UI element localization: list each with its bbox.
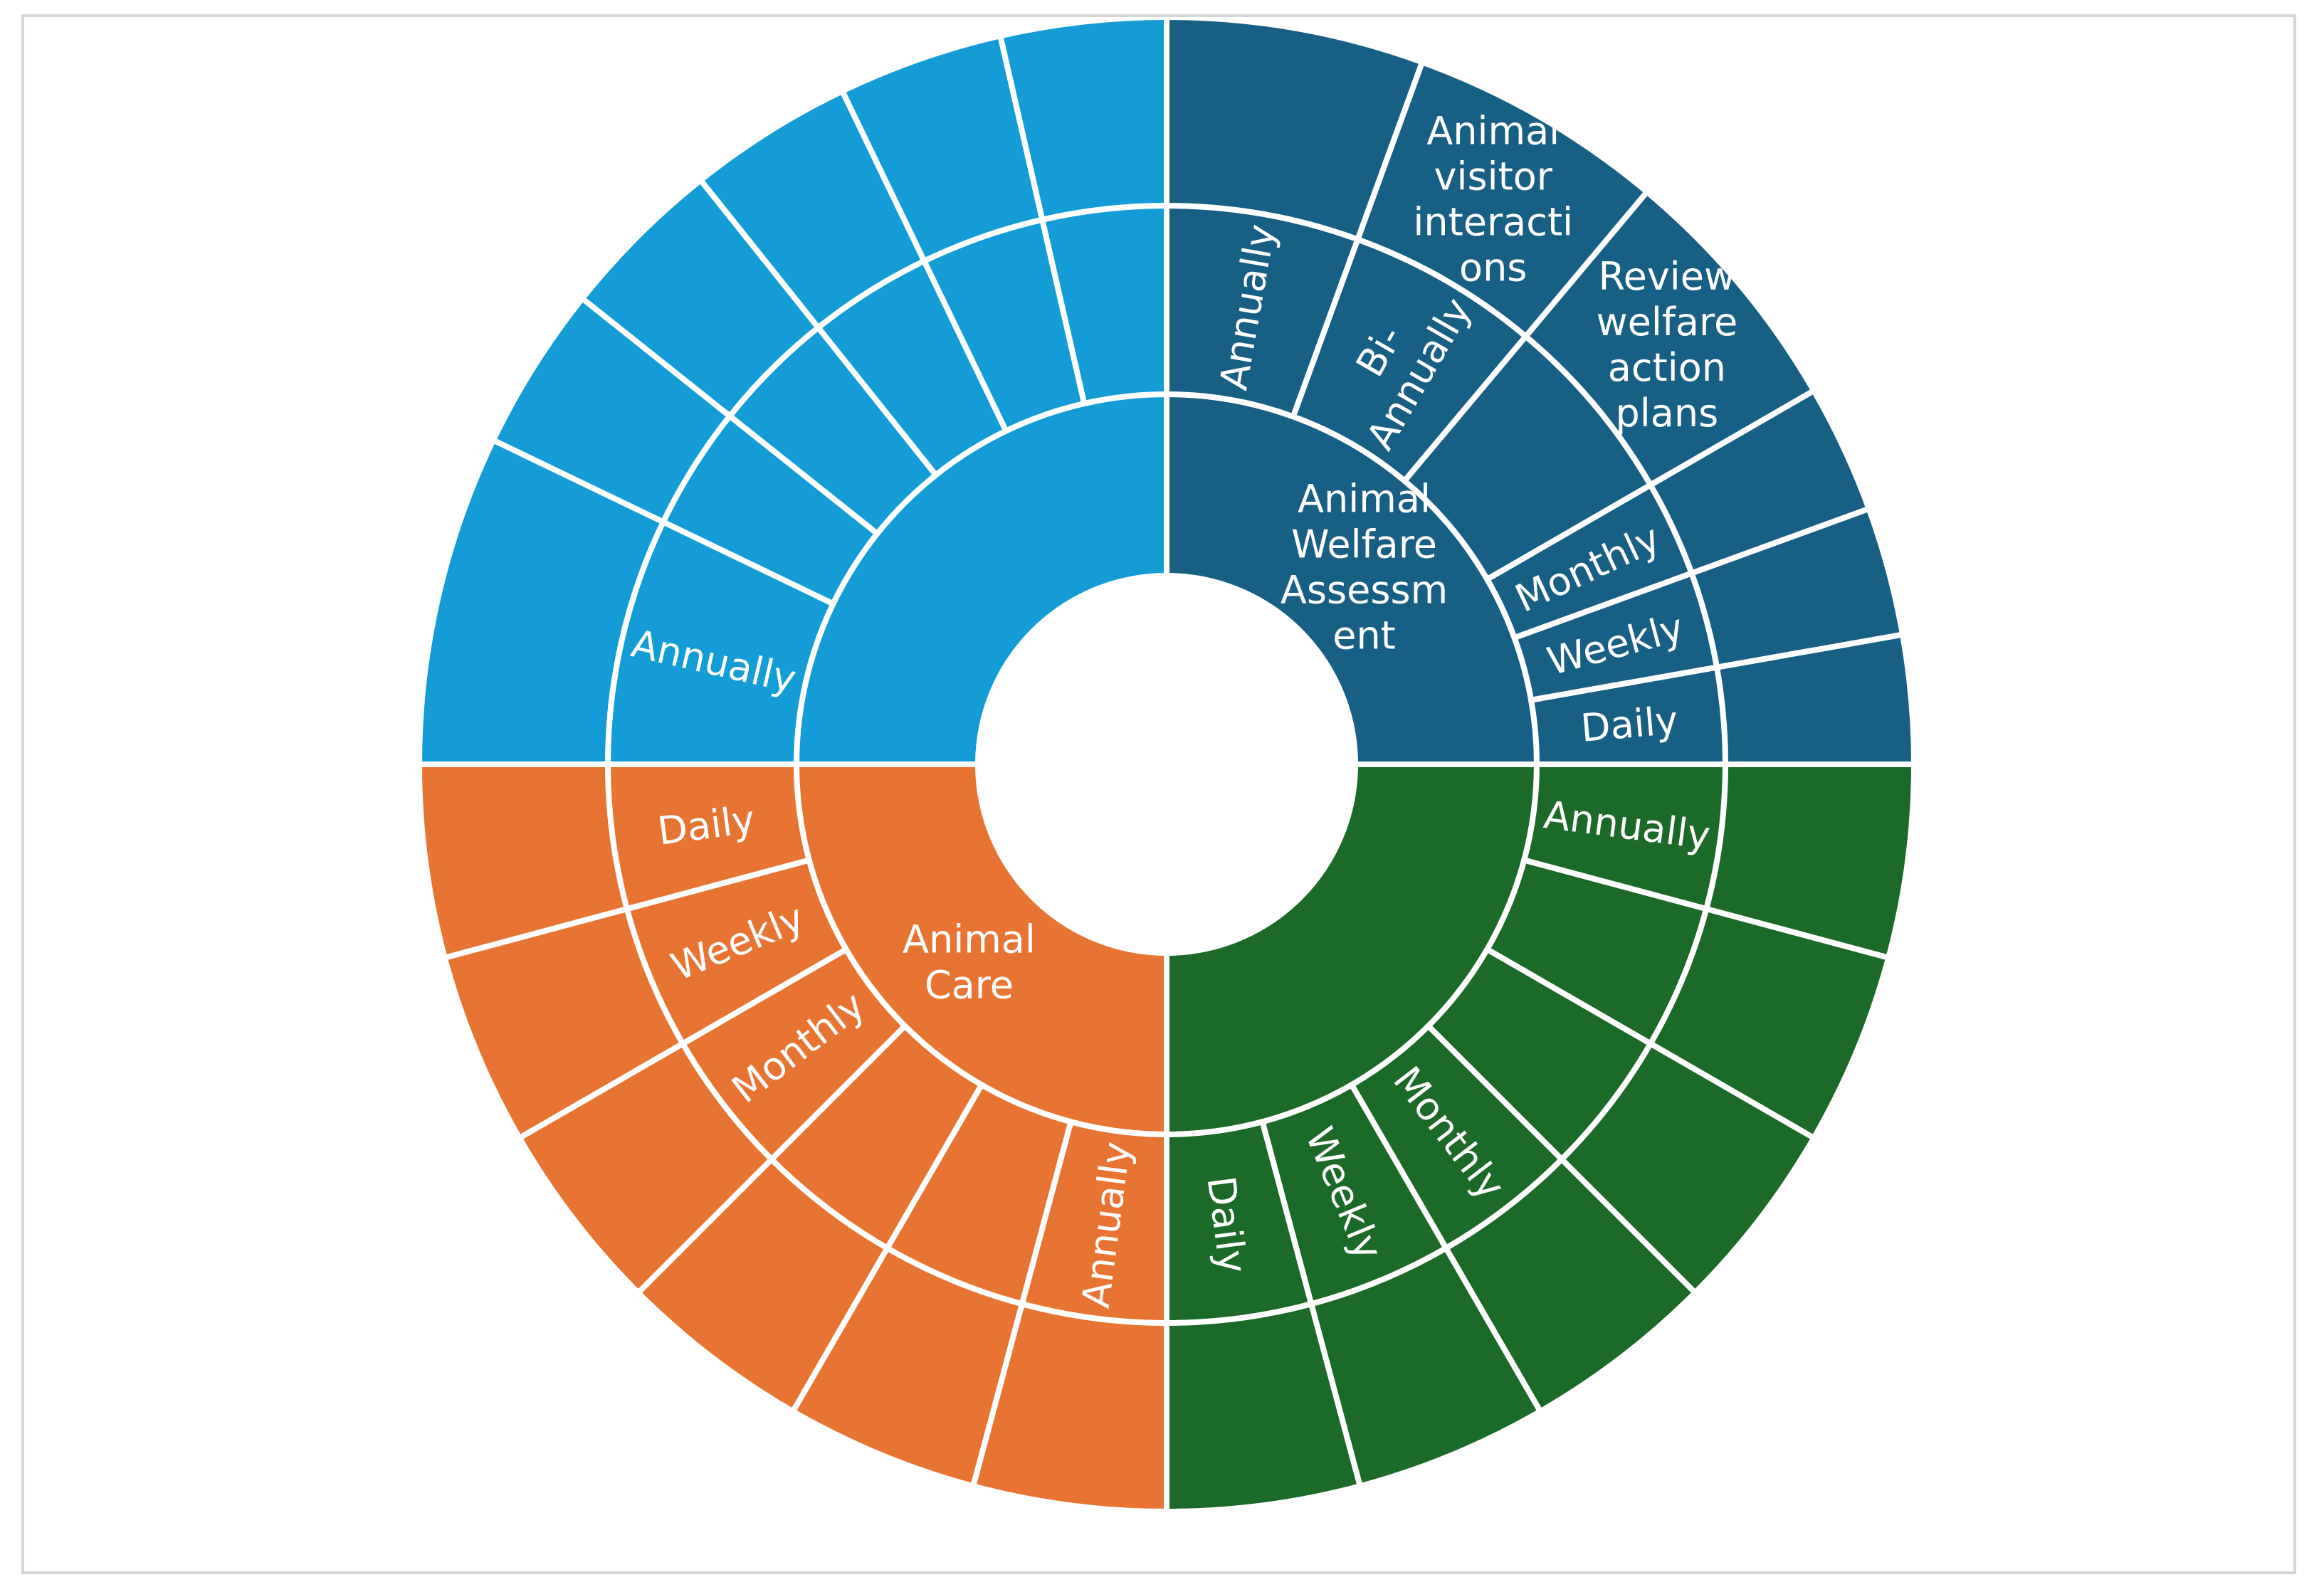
- group-animal-welfare-assessment-ring2-daily-label: Daily: [1579, 697, 1680, 751]
- group-segment-4-ring2-segment-6-ring3-segment-1: [997, 17, 1169, 223]
- group-animal-welfare-assessment-ring2-bi-annually-ring3-animal-visitor-interactions-label: Animal visitor interacti ons: [1413, 108, 1573, 290]
- group-animal-welfare-assessment-ring2-segment-3-ring3-review-welfare-action-plans-label: Review welfare action plans: [1596, 254, 1737, 436]
- group-animal-care-label: Animal Care: [903, 917, 1036, 1007]
- chart-frame: Animal Welfare Assessm ent Annually Bi-Annual…: [21, 14, 2296, 1574]
- group-animal-welfare-assessment-label: Animal Welfare Assessm ent: [1281, 476, 1448, 658]
